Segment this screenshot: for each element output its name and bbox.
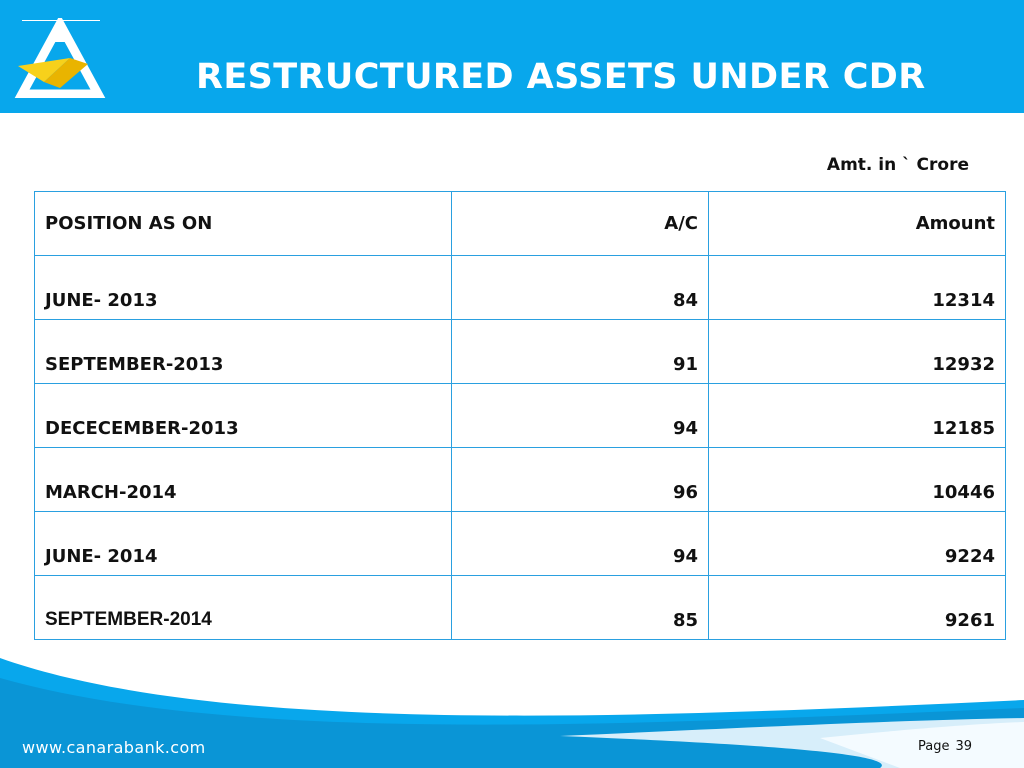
cell-amount: 12185 — [708, 383, 1006, 448]
table-row: DECECEMBER-2013 94 12185 — [34, 383, 1006, 448]
header-banner: RESTRUCTURED ASSETS UNDER CDR — [0, 0, 1024, 113]
canara-bank-logo-icon — [14, 18, 106, 98]
table-row: JUNE- 2013 84 12314 — [34, 255, 1006, 320]
cell-amount: 9261 — [708, 575, 1006, 640]
cell-ac: 85 — [451, 575, 709, 640]
page-number-value: 39 — [955, 739, 973, 754]
cell-position: SEPTEMBER-2014 — [34, 575, 452, 640]
cell-amount: 12932 — [708, 319, 1006, 384]
page-title: RESTRUCTURED ASSETS UNDER CDR — [196, 57, 926, 97]
cell-position: JUNE- 2013 — [34, 255, 452, 320]
cell-amount: 10446 — [708, 447, 1006, 512]
cell-position: SEPTEMBER-2013 — [34, 319, 452, 384]
website-link[interactable]: www.canarabank.com — [22, 738, 206, 757]
cell-ac: 94 — [451, 383, 709, 448]
page-number: Page 39 — [912, 739, 972, 754]
table-header-row: POSITION AS ON A/C Amount — [34, 191, 1006, 256]
cell-ac: 94 — [451, 511, 709, 576]
cell-position: DECECEMBER-2013 — [34, 383, 452, 448]
table-row: MARCH-2014 96 10446 — [34, 447, 1006, 512]
cell-position: JUNE- 2014 — [34, 511, 452, 576]
cell-amount: 9224 — [708, 511, 1006, 576]
cdr-assets-table: POSITION AS ON A/C Amount JUNE- 2013 84 … — [34, 191, 1006, 640]
unit-note: Amt. in ` Crore — [826, 155, 969, 175]
cell-ac: 96 — [451, 447, 709, 512]
column-header-ac: A/C — [451, 191, 709, 256]
table-row: JUNE- 2014 94 9224 — [34, 511, 1006, 576]
column-header-amount: Amount — [708, 191, 1006, 256]
cell-ac: 91 — [451, 319, 709, 384]
page-label: Page — [918, 739, 950, 754]
table-row: SEPTEMBER-2013 91 12932 — [34, 319, 1006, 384]
footer-wave — [0, 658, 1024, 768]
table-row: SEPTEMBER-2014 85 9261 — [34, 575, 1006, 640]
cell-ac: 84 — [451, 255, 709, 320]
column-header-position: POSITION AS ON — [34, 191, 452, 256]
cell-amount: 12314 — [708, 255, 1006, 320]
cell-position: MARCH-2014 — [34, 447, 452, 512]
